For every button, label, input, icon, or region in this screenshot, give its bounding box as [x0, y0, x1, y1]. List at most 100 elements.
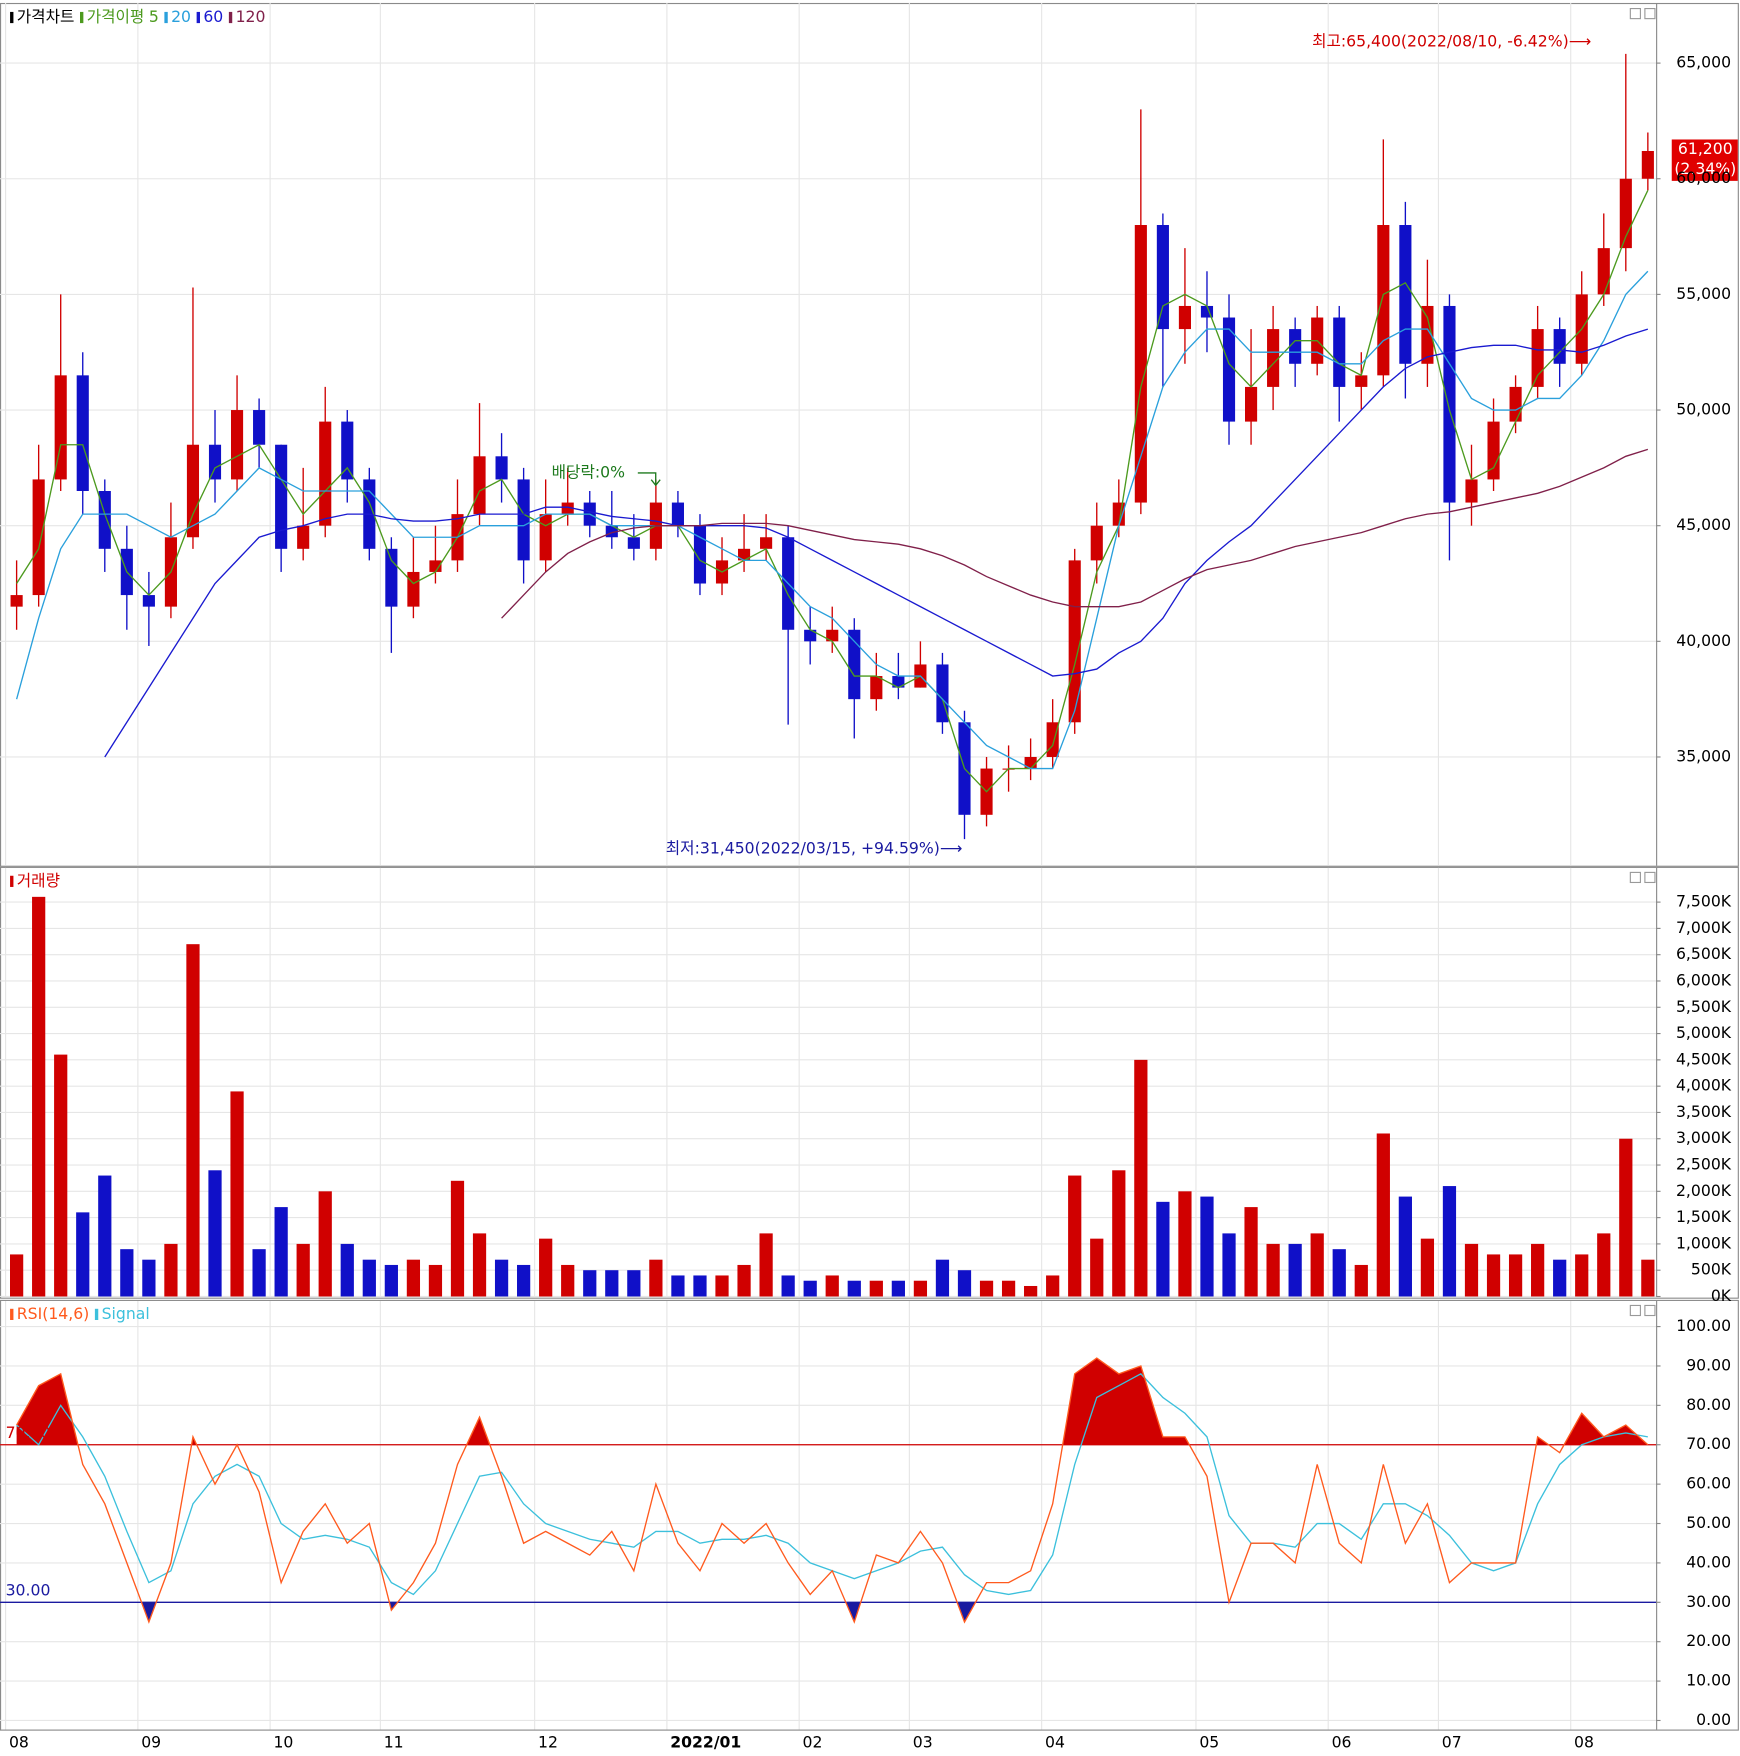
close-button[interactable]: [1644, 7, 1656, 20]
candle-body: [253, 410, 266, 445]
candle-body: [1509, 386, 1522, 422]
volume-bar: [693, 1275, 707, 1297]
candle-body: [1377, 225, 1390, 376]
volume-bar: [1398, 1196, 1412, 1297]
candle-body: [473, 456, 486, 515]
volume-bar: [935, 1259, 950, 1297]
candle-body: [605, 525, 618, 538]
y-tick-label: 60,000: [1676, 168, 1731, 187]
volume-bar: [98, 1175, 112, 1297]
candle-body: [1222, 317, 1236, 422]
candle-body: [760, 537, 773, 549]
rsi-panel: [0, 1299, 1739, 1731]
y-tick-label: 30.00: [1686, 1592, 1731, 1611]
legend-label: 60: [203, 7, 223, 26]
volume-bar: [869, 1280, 883, 1297]
candle-body: [208, 444, 222, 480]
volume-bar: [10, 1254, 24, 1297]
volume-bar: [583, 1270, 597, 1297]
candle-body: [870, 676, 883, 700]
legend-label: 120: [236, 7, 266, 26]
legend-label: 가격차트: [17, 7, 75, 26]
volume-bar: [539, 1238, 553, 1297]
y-tick-label: 35,000: [1676, 746, 1731, 765]
legend-marker: [10, 1308, 14, 1320]
y-tick-label: 3,000K: [1676, 1128, 1732, 1147]
volume-bar: [296, 1243, 310, 1297]
close-button[interactable]: [1644, 1304, 1656, 1317]
candle-body: [848, 629, 861, 700]
close-button[interactable]: [1644, 871, 1656, 884]
dividend-arrow: [637, 472, 661, 487]
mark-layer: [0, 53, 1657, 1624]
volume-bar: [1531, 1243, 1545, 1297]
minimize-button[interactable]: [1629, 7, 1641, 20]
volume-bar: [252, 1249, 266, 1297]
candle-body: [319, 421, 332, 526]
minimize-button[interactable]: [1629, 1304, 1641, 1317]
y-tick-label: 60.00: [1686, 1474, 1731, 1493]
candle-body: [385, 548, 398, 607]
volume-bar: [1310, 1233, 1324, 1297]
minimize-button[interactable]: [1629, 871, 1641, 884]
y-tick-label: 7,500K: [1676, 892, 1732, 911]
legend-marker: [94, 1308, 99, 1320]
volume-bar: [1442, 1186, 1457, 1297]
x-tick-label: 05: [1199, 1732, 1219, 1751]
legend-label: 거래량: [17, 871, 60, 890]
volume-bar: [1222, 1233, 1236, 1297]
series-line: [104, 328, 1649, 758]
volume-bar: [362, 1259, 376, 1297]
volume-bar: [406, 1259, 421, 1297]
candle-body: [275, 444, 288, 549]
y-tick-label: 70.00: [1686, 1434, 1731, 1453]
y-tick-label: 1,500K: [1676, 1207, 1732, 1226]
volume-bar: [1288, 1243, 1302, 1297]
volume-bar: [1266, 1243, 1280, 1297]
volume-bar: [1068, 1175, 1082, 1297]
legend-marker: [196, 11, 200, 24]
volume-bar: [54, 1054, 68, 1297]
x-tick-label: 08: [1574, 1732, 1594, 1751]
candle-body: [1531, 329, 1544, 387]
volume-bar: [1046, 1275, 1060, 1297]
reference-label: 70.00: [6, 1423, 51, 1442]
candle-body: [1641, 150, 1654, 179]
y-tick-label: 10.00: [1686, 1671, 1731, 1690]
volume-bar: [759, 1233, 773, 1297]
volume-bar: [318, 1191, 332, 1297]
low-annotation: 최저:31,450(2022/03/15, +94.59%)⟶: [666, 838, 963, 857]
candle-body: [297, 525, 310, 549]
y-tick-label: 2,000K: [1676, 1181, 1732, 1200]
legend-marker: [10, 875, 14, 887]
volume-bar: [649, 1259, 663, 1297]
candle-body: [429, 560, 442, 572]
volume-bar: [803, 1280, 817, 1297]
volume-bar: [76, 1212, 90, 1297]
volume-bar: [1090, 1238, 1104, 1297]
y-tick-label: 5,000K: [1676, 1023, 1732, 1042]
y-tick-label: 5,500K: [1676, 997, 1732, 1016]
candle-body: [32, 479, 45, 596]
y-tick-label: 2,500K: [1676, 1155, 1732, 1174]
y-tick-label: 4,500K: [1676, 1049, 1732, 1068]
volume-bar: [1178, 1191, 1192, 1297]
volume-bar: [186, 944, 200, 1297]
candle-body: [1399, 225, 1412, 364]
candle-body: [341, 421, 354, 480]
candle-body: [1597, 248, 1610, 295]
volume-bar: [494, 1259, 509, 1297]
volume-bar: [208, 1170, 222, 1297]
volume-bar: [164, 1243, 178, 1297]
x-tick-label: 03: [913, 1732, 933, 1751]
candle-body: [1355, 375, 1368, 387]
volume-bar: [1001, 1280, 1016, 1297]
legend-marker: [80, 11, 84, 24]
volume-bar: [1597, 1233, 1611, 1297]
volume-bar: [120, 1249, 134, 1297]
candle-body: [1090, 525, 1103, 561]
candle-body: [804, 629, 817, 642]
